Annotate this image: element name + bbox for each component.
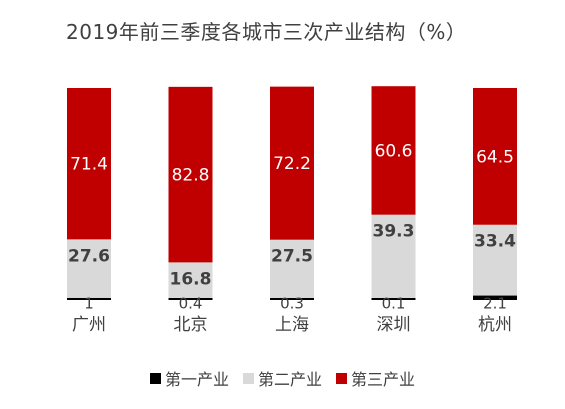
data-label-primary: 0.4 [179,295,203,313]
data-label-primary: 0.3 [280,295,304,313]
legend-label-primary: 第一产业 [164,370,229,389]
bar-tertiary [371,86,416,215]
bar-primary [168,298,213,300]
data-label-tertiary: 82.8 [172,166,210,186]
chart-title: 2019年前三季度各城市三次产业结构（%） [66,20,467,44]
legend-label-secondary: 第二产业 [257,370,322,389]
legend-swatch-primary [149,372,161,384]
category-label: 深圳 [377,315,411,335]
bar-tertiary [168,86,213,263]
data-label-secondary: 33.4 [474,232,516,252]
category-label: 杭州 [478,315,512,335]
bar-primary [371,298,416,300]
data-label-primary: 0.1 [382,295,406,313]
legend-swatch-tertiary [336,372,347,384]
category-label: 广州 [72,315,106,335]
bar-tertiary [270,86,314,240]
legend: 第一产业 第二产业 第三产业 [0,366,565,390]
bar-secondary [371,214,416,298]
bar-tertiary [67,88,111,240]
legend-label-tertiary: 第三产业 [351,370,416,389]
data-label-tertiary: 60.6 [375,141,413,161]
data-label-secondary: 39.3 [373,222,415,242]
bar-primary [270,298,314,300]
bar-secondary [67,239,111,298]
category-label: 上海 [275,315,309,335]
data-label-secondary: 27.6 [68,246,110,266]
legend-item-primary: 第一产业 [149,366,229,390]
category-label: 北京 [174,315,208,335]
data-label-tertiary: 72.2 [273,154,311,174]
bar-secondary [270,239,314,298]
data-label-secondary: 16.8 [170,269,212,289]
data-label-tertiary: 71.4 [70,155,108,175]
legend-swatch-secondary [242,372,254,384]
bar-primary [67,297,111,300]
bar-secondary [473,224,517,296]
bar-secondary [168,262,213,298]
data-label-tertiary: 64.5 [476,147,514,167]
data-label-primary: 1 [84,295,94,313]
legend-item-secondary: 第二产业 [242,366,322,390]
bar-primary [473,295,517,300]
data-label-secondary: 27.5 [271,247,313,267]
data-label-primary: 2.1 [483,295,507,313]
bar-tertiary [473,88,517,225]
legend-item-tertiary: 第三产业 [336,366,415,390]
